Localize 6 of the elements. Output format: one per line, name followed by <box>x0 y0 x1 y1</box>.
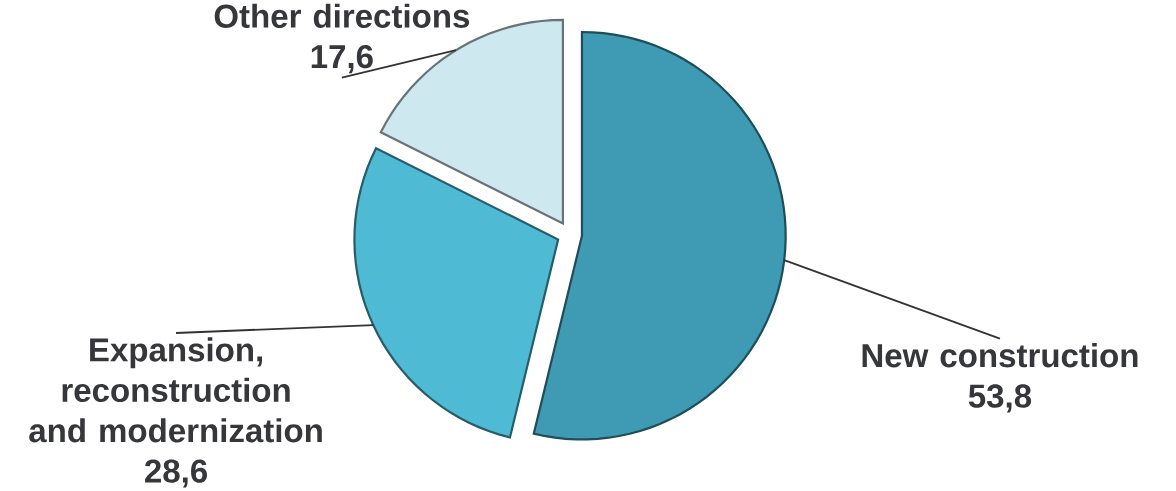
slice-label: New construction <box>862 342 1138 368</box>
slice-label: Expansion, reconstruction and modernization <box>29 337 322 443</box>
data-label: 53,8 <box>968 384 1032 413</box>
data-label: 17,6 <box>311 44 373 73</box>
data-label: 28,6 <box>145 459 207 488</box>
slice-label: Other directions <box>214 3 470 28</box>
